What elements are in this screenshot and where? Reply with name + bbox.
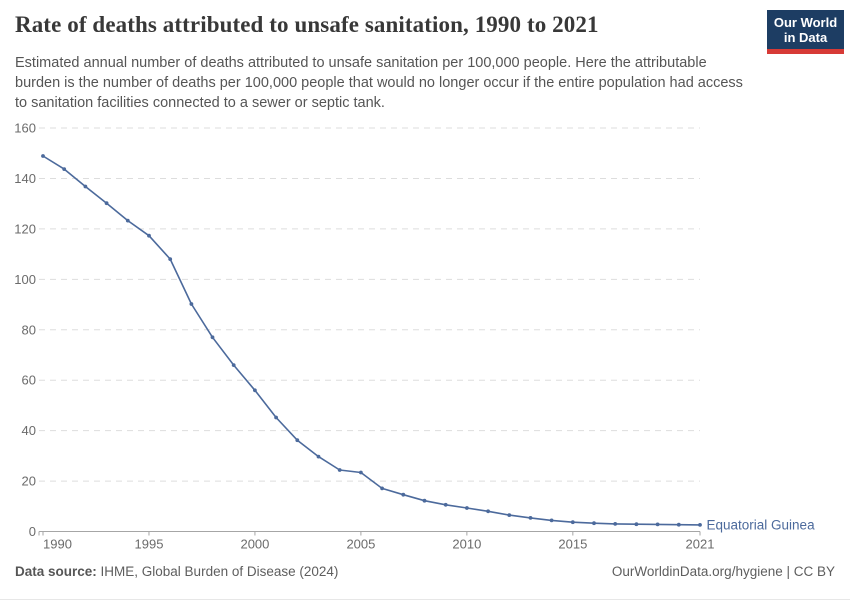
x-tick-label: 2000 bbox=[240, 537, 269, 552]
data-point[interactable] bbox=[592, 521, 596, 526]
data-point[interactable] bbox=[104, 201, 109, 206]
x-tick-label: 2015 bbox=[558, 537, 587, 552]
credit-link[interactable]: OurWorldinData.org/hygiene | CC BY bbox=[611, 564, 835, 579]
data-point[interactable] bbox=[528, 516, 533, 520]
x-tick-label: 1995 bbox=[135, 537, 164, 552]
data-point[interactable] bbox=[189, 302, 194, 306]
data-point[interactable] bbox=[210, 335, 215, 340]
data-point[interactable] bbox=[634, 522, 639, 527]
data-point[interactable] bbox=[253, 388, 257, 393]
x-tick-label: 1990 bbox=[43, 537, 72, 552]
data-point[interactable] bbox=[401, 492, 406, 497]
data-source-value: IHME, Global Burden of Disease (2024) bbox=[96, 564, 339, 579]
data-point[interactable] bbox=[274, 415, 278, 420]
data-point[interactable] bbox=[359, 470, 363, 475]
data-point[interactable] bbox=[62, 167, 67, 172]
data-point[interactable] bbox=[443, 502, 448, 507]
data-point[interactable] bbox=[147, 233, 151, 238]
data-point[interactable] bbox=[295, 438, 300, 443]
y-tick-label: 80 bbox=[22, 322, 36, 337]
y-tick-label: 20 bbox=[22, 474, 36, 489]
data-point[interactable] bbox=[168, 257, 173, 261]
data-point[interactable] bbox=[125, 218, 130, 223]
data-point[interactable] bbox=[486, 509, 490, 514]
owid-logo[interactable]: Our World in Data bbox=[767, 10, 844, 54]
x-tick-label: 2005 bbox=[346, 537, 375, 552]
data-point[interactable] bbox=[337, 468, 342, 472]
data-point[interactable] bbox=[507, 513, 512, 517]
x-tick-label: 2010 bbox=[452, 537, 481, 552]
chart-subtitle: Estimated annual number of deaths attrib… bbox=[15, 55, 743, 111]
y-tick-label: 100 bbox=[14, 272, 36, 287]
owid-logo-line2: in Data bbox=[783, 30, 828, 45]
data-point[interactable] bbox=[380, 486, 384, 491]
y-tick-label: 140 bbox=[14, 171, 36, 186]
y-tick-label: 120 bbox=[14, 221, 36, 236]
data-point[interactable] bbox=[316, 454, 321, 459]
data-point[interactable] bbox=[655, 522, 660, 527]
data-point[interactable] bbox=[613, 522, 618, 526]
page-title: Rate of deaths attributed to unsafe sani… bbox=[15, 12, 599, 37]
y-tick-label: 0 bbox=[29, 524, 36, 539]
data-source-label: Data source: bbox=[15, 564, 97, 579]
y-tick-label: 160 bbox=[14, 121, 36, 136]
data-point[interactable] bbox=[549, 518, 554, 523]
y-tick-label: 40 bbox=[22, 423, 36, 438]
series-end-label[interactable]: Equatorial Guinea bbox=[707, 517, 816, 532]
data-point[interactable] bbox=[570, 520, 575, 525]
data-point[interactable] bbox=[465, 506, 469, 510]
y-tick-label: 60 bbox=[22, 373, 36, 388]
data-source: Data source: IHME, Global Burden of Dise… bbox=[15, 564, 338, 579]
data-point[interactable] bbox=[83, 184, 88, 189]
x-tick-label: 2021 bbox=[686, 537, 715, 552]
chart-footer: Data source: IHME, Global Burden of Dise… bbox=[15, 564, 835, 579]
data-point[interactable] bbox=[231, 363, 236, 367]
data-point[interactable] bbox=[676, 522, 681, 527]
data-point[interactable] bbox=[698, 523, 702, 527]
series-line[interactable] bbox=[42, 155, 701, 526]
data-point[interactable] bbox=[422, 498, 427, 503]
owid-logo-line1: Our World bbox=[773, 15, 838, 30]
data-point[interactable] bbox=[41, 154, 45, 158]
